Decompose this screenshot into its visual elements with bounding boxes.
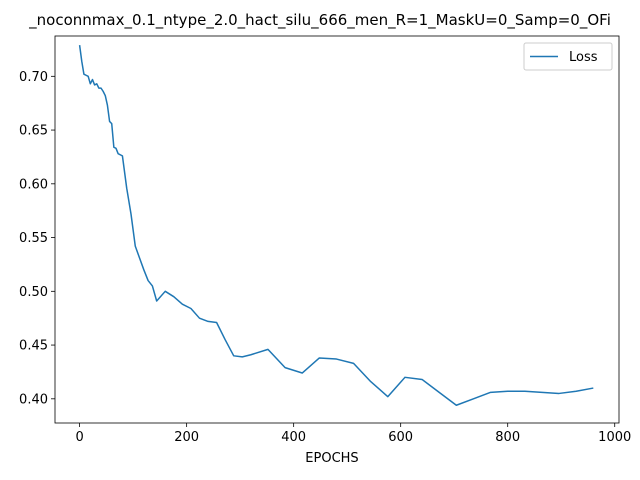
y-tick-label: 0.50 xyxy=(19,285,48,300)
legend: Loss xyxy=(523,42,613,71)
x-tick-label: 200 xyxy=(174,430,199,445)
axes-frame xyxy=(54,35,620,424)
legend-label: Loss xyxy=(569,50,598,65)
y-tick-label: 0.70 xyxy=(19,70,48,85)
y-tick-label: 0.40 xyxy=(19,392,48,407)
legend-box xyxy=(523,42,613,71)
chart-title: _noconnmax_0.1_ntype_2.0_hact_silu_666_m… xyxy=(28,11,611,30)
x-tick-label: 400 xyxy=(281,430,306,445)
series-line-0 xyxy=(78,45,594,407)
y-tick-label: 0.55 xyxy=(19,231,48,246)
x-tick-label: 800 xyxy=(495,430,520,445)
x-axis-ticks: 0 200 400 600 800 1000 xyxy=(75,423,631,445)
y-axis-ticks: 0.40 0.45 0.50 0.55 0.60 0.65 0.70 xyxy=(19,70,55,407)
y-tick-label: 0.60 xyxy=(19,177,48,192)
x-tick-label: 0 xyxy=(75,430,83,445)
x-tick-label: 1000 xyxy=(598,430,631,445)
y-tick-label: 0.65 xyxy=(19,124,48,139)
x-axis-label: EPOCHS xyxy=(305,451,358,466)
plot-area xyxy=(54,35,620,424)
x-tick-label: 600 xyxy=(388,430,413,445)
y-tick-label: 0.45 xyxy=(19,339,48,354)
